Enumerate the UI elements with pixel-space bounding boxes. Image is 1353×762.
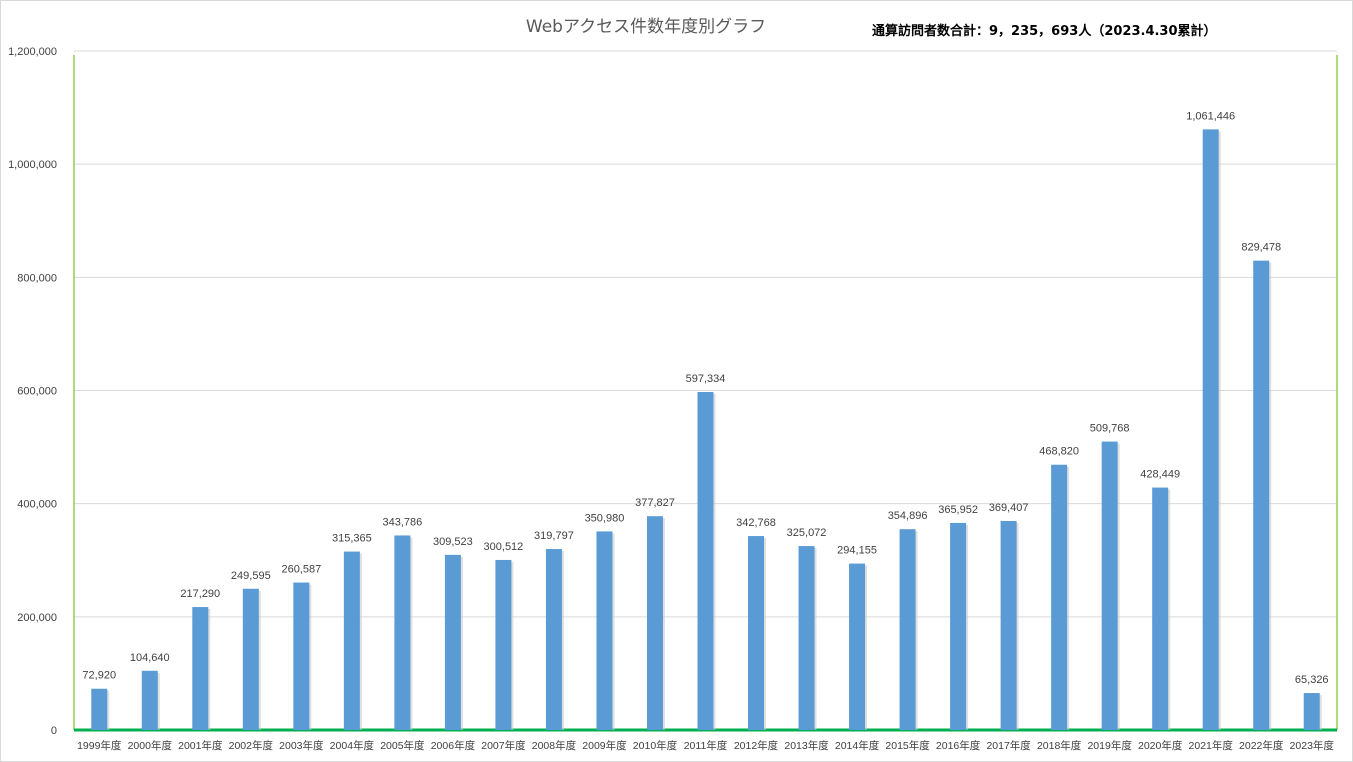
bar [1000, 520, 1017, 730]
x-tick-label: 2013年度 [784, 739, 829, 752]
bar [646, 516, 663, 730]
x-axis-ticks: 1999年度 2000年度 2001年度 2002年度 2003年度 2004年度 2005… [77, 739, 1334, 752]
x-tick-label: 2008年度 [532, 739, 577, 752]
bar [444, 554, 461, 730]
x-tick-label: 2000年度 [128, 739, 173, 752]
data-label: 369,407 [989, 502, 1029, 514]
bar [950, 522, 967, 730]
bar [748, 536, 765, 730]
data-label: 260,587 [281, 564, 321, 576]
data-label: 428,449 [1140, 469, 1180, 481]
x-tick-label: 2021年度 [1189, 739, 1234, 752]
bar [899, 529, 916, 730]
x-tick-label: 2018年度 [1037, 739, 1082, 752]
data-label: 104,640 [130, 652, 170, 664]
data-label: 354,896 [888, 510, 928, 522]
gridlines [74, 50, 1337, 618]
bar [1101, 441, 1118, 730]
x-tick-label: 2019年度 [1087, 739, 1132, 752]
x-tick-label: 2022年度 [1239, 739, 1284, 752]
total-visitors-annotation: 通算訪問者数合計：9，235，693人（2023.4.30累計） [872, 23, 1217, 39]
bar [242, 588, 259, 730]
x-tick-label: 2015年度 [885, 739, 930, 752]
bar [192, 607, 209, 730]
bar [1202, 129, 1219, 731]
bar [697, 392, 714, 730]
x-tick-label: 1999年度 [77, 739, 122, 752]
data-label: 377,827 [635, 497, 675, 509]
y-tick-label: 800,000 [17, 272, 57, 284]
data-label: 325,072 [787, 527, 827, 539]
data-label: 300,512 [484, 541, 524, 553]
data-label: 319,797 [534, 530, 574, 542]
bar [596, 531, 613, 730]
bar [91, 688, 108, 730]
y-tick-label: 400,000 [17, 499, 57, 511]
data-label: 468,820 [1039, 446, 1079, 458]
data-label: 509,768 [1090, 423, 1130, 435]
y-tick-label: 1,200,000 [8, 46, 57, 58]
data-label: 350,980 [585, 512, 625, 524]
x-tick-label: 2006年度 [431, 739, 476, 752]
chart-title: Webアクセス件数年度別グラフ [526, 17, 766, 37]
bar [1152, 487, 1169, 730]
x-tick-label: 2014年度 [835, 739, 880, 752]
bar [293, 582, 310, 730]
x-tick-label: 2009年度 [582, 739, 627, 752]
x-tick-label: 2020年度 [1138, 739, 1183, 752]
data-label: 342,768 [736, 517, 776, 529]
data-label: 294,155 [837, 545, 877, 557]
x-tick-label: 2012年度 [734, 739, 779, 752]
data-label: 829,478 [1241, 242, 1281, 254]
bar [394, 535, 411, 730]
bar [1253, 260, 1270, 730]
data-labels: 72,920 104,640 217,290 249,595 260,587 315,36… [82, 110, 1328, 686]
data-label: 72,920 [82, 670, 116, 682]
bar [495, 559, 512, 730]
x-tick-label: 2005年度 [380, 739, 425, 752]
data-label: 597,334 [686, 373, 726, 385]
x-tick-label: 2004年度 [330, 739, 375, 752]
x-tick-label: 2023年度 [1290, 739, 1335, 752]
y-tick-label: 1,000,000 [8, 159, 57, 171]
x-tick-label: 2017年度 [986, 739, 1031, 752]
bar [1051, 464, 1068, 730]
bar [545, 549, 562, 730]
data-label: 315,365 [332, 533, 372, 545]
data-label: 249,595 [231, 570, 271, 582]
data-label: 1,061,446 [1186, 110, 1235, 122]
y-tick-label: 0 [51, 725, 57, 737]
data-label: 65,326 [1295, 674, 1329, 686]
data-label: 309,523 [433, 536, 473, 548]
data-label: 365,952 [938, 504, 978, 516]
bar [343, 551, 360, 730]
data-label: 217,290 [180, 588, 220, 600]
bars [91, 129, 1322, 731]
y-tick-label: 600,000 [17, 386, 57, 398]
bar [849, 563, 866, 730]
bar [798, 546, 815, 730]
x-tick-label: 2007年度 [481, 739, 526, 752]
x-tick-label: 2011年度 [684, 739, 728, 752]
x-tick-label: 2001年度 [178, 739, 223, 752]
y-tick-label: 200,000 [17, 612, 57, 624]
x-tick-label: 2002年度 [229, 739, 274, 752]
bar [1303, 693, 1320, 730]
x-tick-label: 2016年度 [936, 739, 981, 752]
x-tick-label: 2010年度 [633, 739, 678, 752]
x-tick-label: 2003年度 [279, 739, 324, 752]
data-label: 343,786 [382, 516, 422, 528]
bar [141, 670, 158, 730]
y-axis-ticks: 0 200,000 400,000 600,000 800,000 1,000,000 1,… [8, 46, 57, 737]
